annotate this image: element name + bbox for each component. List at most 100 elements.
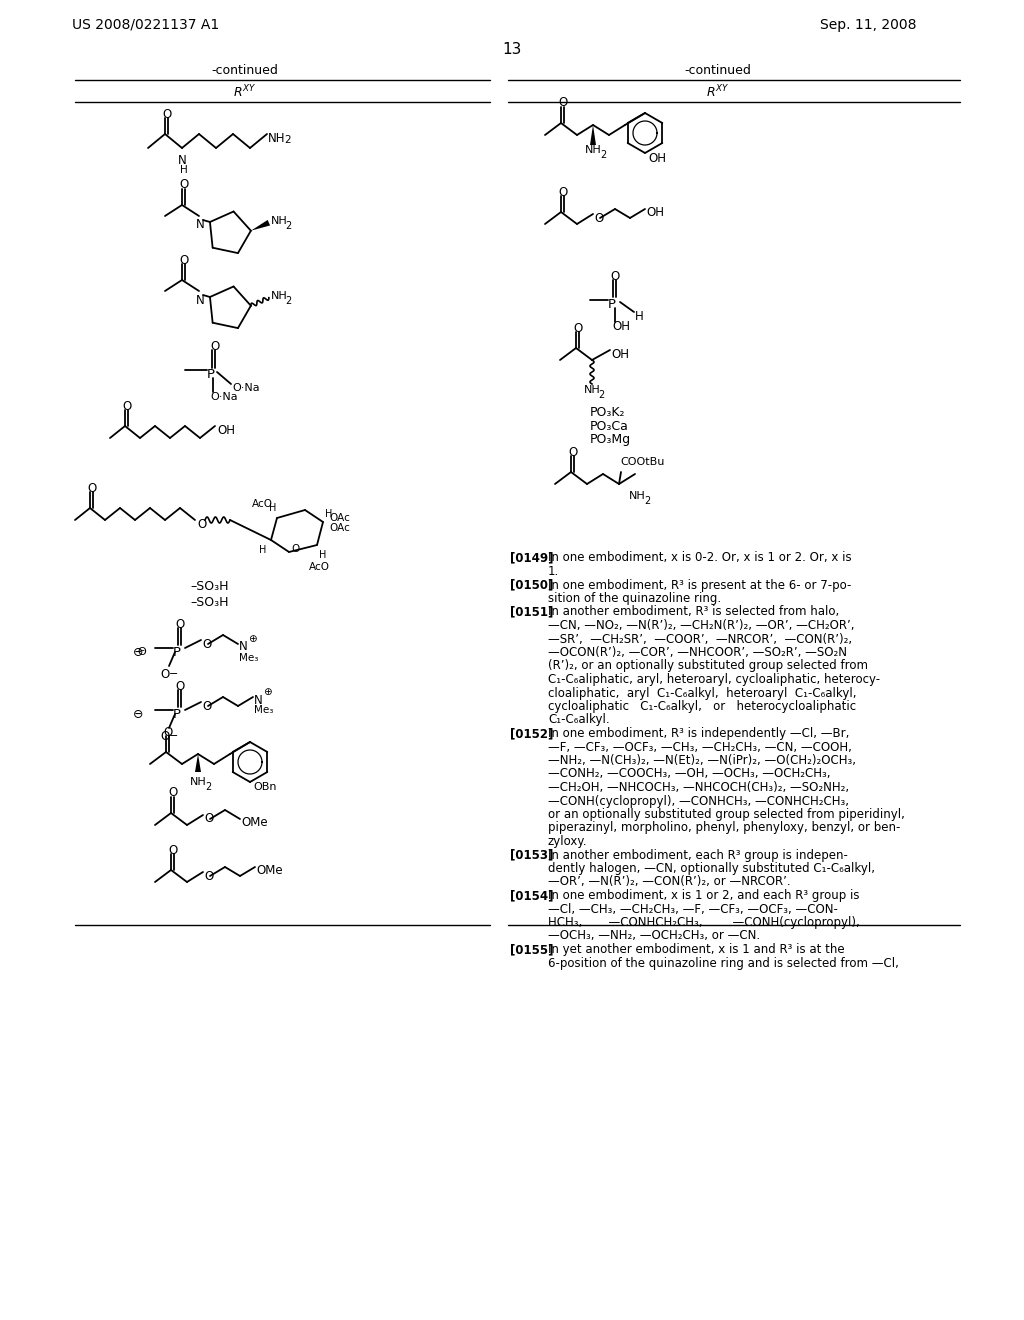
- Text: P: P: [608, 298, 616, 312]
- Text: O: O: [168, 787, 177, 800]
- Text: NH: NH: [584, 385, 601, 395]
- Text: O: O: [610, 269, 620, 282]
- Text: N: N: [196, 219, 205, 231]
- Polygon shape: [590, 125, 596, 145]
- Text: O: O: [594, 211, 603, 224]
- Text: 2: 2: [285, 220, 291, 231]
- Text: In another embodiment, R³ is selected from halo,: In another embodiment, R³ is selected fr…: [548, 606, 840, 619]
- Text: NH: NH: [585, 145, 602, 154]
- Text: Me₃: Me₃: [239, 653, 258, 663]
- Text: –SO₃H: –SO₃H: [190, 595, 228, 609]
- Text: OBn: OBn: [253, 781, 276, 792]
- Text: cloaliphatic,  aryl  C₁-C₆alkyl,  heteroaryl  C₁-C₆alkyl,: cloaliphatic, aryl C₁-C₆alkyl, heteroary…: [548, 686, 856, 700]
- Text: -continued: -continued: [212, 63, 279, 77]
- Text: 13: 13: [503, 42, 521, 58]
- Text: NH: NH: [268, 132, 286, 144]
- Text: O: O: [558, 96, 567, 110]
- Text: [0153]: [0153]: [510, 849, 553, 862]
- Text: ⊕: ⊕: [263, 686, 271, 697]
- Text: NH: NH: [190, 777, 207, 787]
- Text: PO₃Ca: PO₃Ca: [590, 420, 629, 433]
- Text: PO₃Mg: PO₃Mg: [590, 433, 631, 446]
- Text: H: H: [325, 510, 333, 519]
- Text: AcO: AcO: [252, 499, 273, 510]
- Text: cycloaliphatic   C₁-C₆alkyl,   or   heterocycloaliphatic: cycloaliphatic C₁-C₆alkyl, or heterocycl…: [548, 700, 856, 713]
- Text: ⊖: ⊖: [133, 645, 143, 659]
- Text: [0149]: [0149]: [510, 552, 554, 565]
- Text: H: H: [259, 545, 266, 554]
- Text: In yet another embodiment, x is 1 and R³ is at the: In yet another embodiment, x is 1 and R³…: [548, 942, 845, 956]
- Text: AcO: AcO: [309, 562, 330, 572]
- Text: 2: 2: [205, 781, 211, 792]
- Text: OAc: OAc: [329, 523, 350, 533]
- Text: O: O: [160, 668, 169, 681]
- Text: O: O: [175, 618, 184, 631]
- Text: 2: 2: [598, 389, 604, 400]
- Text: OMe: OMe: [241, 817, 267, 829]
- Text: or an optionally substituted group selected from piperidinyl,: or an optionally substituted group selec…: [548, 808, 905, 821]
- Text: —OCH₃, —NH₂, —OCH₂CH₃, or —CN.: —OCH₃, —NH₂, —OCH₂CH₃, or —CN.: [548, 929, 760, 942]
- Text: Sep. 11, 2008: Sep. 11, 2008: [820, 18, 916, 32]
- Text: −: −: [169, 731, 178, 741]
- Text: —SR’,  —CH₂SR’,  —COOR’,  —NRCOR’,  —CON(R’)₂,: —SR’, —CH₂SR’, —COOR’, —NRCOR’, —CON(R’)…: [548, 632, 852, 645]
- Text: $R^{XY}$: $R^{XY}$: [707, 83, 730, 100]
- Text: N: N: [196, 293, 205, 306]
- Text: N: N: [254, 693, 263, 706]
- Text: Θ: Θ: [137, 647, 145, 657]
- Text: In one embodiment, x is 0-2. Or, x is 1 or 2. Or, x is: In one embodiment, x is 0-2. Or, x is 1 …: [548, 552, 852, 565]
- Text: O: O: [291, 544, 299, 554]
- Text: H: H: [180, 165, 187, 176]
- Text: O·Na: O·Na: [232, 383, 260, 393]
- Text: P: P: [173, 647, 181, 660]
- Text: —Cl, —CH₃, —CH₂CH₃, —F, —CF₃, —OCF₃, —CON-: —Cl, —CH₃, —CH₂CH₃, —F, —CF₃, —OCF₃, —CO…: [548, 903, 838, 916]
- Text: 2: 2: [285, 296, 291, 306]
- Text: Me₃: Me₃: [254, 705, 273, 715]
- Text: —NH₂, —N(CH₃)₂, —N(Et)₂, —N(iPr)₂, —O(CH₂)₂OCH₃,: —NH₂, —N(CH₃)₂, —N(Et)₂, —N(iPr)₂, —O(CH…: [548, 754, 856, 767]
- Text: ⊖: ⊖: [133, 708, 143, 721]
- Text: N: N: [239, 640, 248, 653]
- Text: —F, —CF₃, —OCF₃, —CH₃, —CH₂CH₃, —CN, —COOH,: —F, —CF₃, —OCF₃, —CH₃, —CH₂CH₃, —CN, —CO…: [548, 741, 852, 754]
- Text: ⊕: ⊕: [248, 634, 257, 644]
- Text: In one embodiment, R³ is independently —Cl, —Br,: In one embodiment, R³ is independently —…: [548, 727, 849, 741]
- Text: 2: 2: [600, 150, 606, 160]
- Text: O·Na: O·Na: [210, 392, 238, 403]
- Text: O: O: [122, 400, 131, 412]
- Text: O: O: [168, 843, 177, 857]
- Text: O: O: [202, 700, 211, 713]
- Text: O: O: [175, 680, 184, 693]
- Text: O: O: [197, 519, 206, 532]
- Text: [0150]: [0150]: [510, 578, 553, 591]
- Text: O: O: [568, 446, 578, 458]
- Text: —CN, —NO₂, —N(R’)₂, —CH₂N(R’)₂, —OR’, —CH₂OR’,: —CN, —NO₂, —N(R’)₂, —CH₂N(R’)₂, —OR’, —C…: [548, 619, 854, 632]
- Text: O: O: [558, 186, 567, 198]
- Text: —CONH(cyclopropyl), —CONHCH₃, —CONHCH₂CH₃,: —CONH(cyclopropyl), —CONHCH₃, —CONHCH₂CH…: [548, 795, 849, 808]
- Text: —CH₂OH, —NHCOCH₃, —NHCOCH(CH₃)₂, —SO₂NH₂,: —CH₂OH, —NHCOCH₃, —NHCOCH(CH₃)₂, —SO₂NH₂…: [548, 781, 849, 795]
- Text: US 2008/0221137 A1: US 2008/0221137 A1: [72, 18, 219, 32]
- Text: HCH₃,       —CONHCH₂CH₃,        —CONH(cyclopropyl),: HCH₃, —CONHCH₂CH₃, —CONH(cyclopropyl),: [548, 916, 860, 929]
- Text: [0154]: [0154]: [510, 888, 554, 902]
- Text: P: P: [207, 368, 215, 381]
- Text: OH: OH: [646, 206, 664, 219]
- Text: −: −: [169, 669, 178, 678]
- Polygon shape: [195, 754, 201, 772]
- Text: (R’)₂, or an optionally substituted group selected from: (R’)₂, or an optionally substituted grou…: [548, 660, 868, 672]
- Text: O: O: [202, 638, 211, 651]
- Text: In one embodiment, R³ is present at the 6- or 7-po-: In one embodiment, R³ is present at the …: [548, 578, 851, 591]
- Text: —OCON(R’)₂, —COR’, —NHCOOR’, —SO₂R’, —SO₂N: —OCON(R’)₂, —COR’, —NHCOOR’, —SO₂R’, —SO…: [548, 645, 847, 659]
- Text: $R^{XY}$: $R^{XY}$: [233, 83, 257, 100]
- Text: O: O: [210, 339, 219, 352]
- Text: [0151]: [0151]: [510, 606, 553, 619]
- Text: —OR’, —N(R’)₂, —CON(R’)₂, or —NRCOR’.: —OR’, —N(R’)₂, —CON(R’)₂, or —NRCOR’.: [548, 875, 791, 888]
- Text: O: O: [179, 178, 188, 191]
- Text: O: O: [204, 870, 213, 883]
- Text: 6-position of the quinazoline ring and is selected from —Cl,: 6-position of the quinazoline ring and i…: [548, 957, 899, 969]
- Text: P: P: [173, 709, 181, 722]
- Text: C₁-C₆aliphatic, aryl, heteroaryl, cycloaliphatic, heterocy-: C₁-C₆aliphatic, aryl, heteroaryl, cycloa…: [548, 673, 880, 686]
- Text: -continued: -continued: [685, 63, 752, 77]
- Text: OH: OH: [612, 321, 630, 334]
- Text: O: O: [163, 726, 172, 738]
- Text: 2: 2: [644, 496, 650, 506]
- Text: NH: NH: [271, 290, 288, 301]
- Text: —CONH₂, —COOCH₃, —OH, —OCH₃, —OCH₂CH₃,: —CONH₂, —COOCH₃, —OH, —OCH₃, —OCH₂CH₃,: [548, 767, 830, 780]
- Text: H: H: [319, 550, 327, 560]
